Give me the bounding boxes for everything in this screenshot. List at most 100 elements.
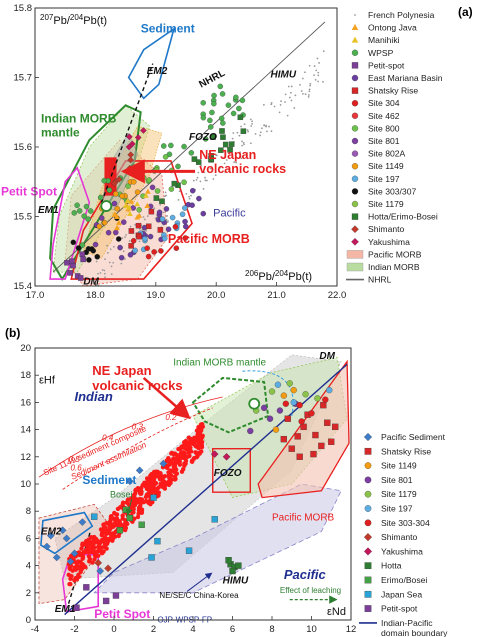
data-point bbox=[304, 93, 307, 96]
legend-label: French Polynesia bbox=[368, 10, 435, 20]
data-point bbox=[272, 426, 280, 433]
data-point bbox=[222, 141, 229, 148]
data-point bbox=[142, 236, 148, 242]
data-point bbox=[111, 211, 118, 218]
legend-label: Site 801 bbox=[368, 136, 400, 146]
data-point bbox=[136, 233, 142, 240]
legend-marker bbox=[351, 100, 359, 107]
ne-japan-point bbox=[117, 505, 123, 510]
data-point bbox=[96, 284, 98, 286]
data-point bbox=[127, 210, 133, 216]
ne-japan-point bbox=[148, 473, 153, 479]
data-point bbox=[58, 526, 67, 535]
data-point bbox=[119, 193, 125, 199]
y-tick-label: 10 bbox=[20, 479, 31, 490]
data-point bbox=[260, 404, 268, 411]
data-point bbox=[154, 188, 161, 194]
data-point bbox=[128, 243, 134, 249]
data-point bbox=[115, 236, 122, 242]
data-point bbox=[314, 78, 317, 81]
legend-marker bbox=[364, 576, 372, 584]
ne-japan-point bbox=[189, 449, 194, 454]
data-point bbox=[228, 152, 231, 155]
ne-japan-point bbox=[104, 521, 109, 526]
ne-japan-point bbox=[197, 439, 202, 444]
annotation-dm: DM bbox=[83, 277, 99, 288]
ne-japan-point bbox=[120, 500, 126, 505]
data-point bbox=[239, 155, 242, 158]
data-point bbox=[270, 130, 273, 133]
data-point bbox=[300, 423, 307, 431]
legend-label: Shimanto bbox=[368, 224, 405, 234]
ne-japan-point bbox=[174, 471, 180, 476]
data-point bbox=[151, 249, 157, 255]
data-point bbox=[206, 179, 208, 182]
legend-label: domain boundary bbox=[381, 628, 448, 637]
data-point bbox=[77, 275, 84, 281]
ne-japan-point bbox=[143, 494, 149, 500]
data-point bbox=[182, 205, 188, 211]
data-point bbox=[192, 179, 195, 182]
data-point bbox=[126, 133, 133, 141]
annotation-ne-japan: volcanic rocks bbox=[92, 378, 182, 393]
data-point bbox=[259, 131, 262, 134]
data-point bbox=[273, 105, 276, 108]
data-point bbox=[204, 179, 207, 182]
ne-japan-point bbox=[169, 477, 175, 482]
data-point bbox=[134, 201, 141, 207]
ne-japan-point bbox=[114, 512, 120, 517]
data-point bbox=[217, 83, 224, 90]
data-point bbox=[243, 123, 246, 126]
data-point bbox=[268, 125, 270, 128]
data-point bbox=[146, 177, 152, 183]
ne-japan-point bbox=[158, 481, 163, 486]
data-point bbox=[109, 248, 112, 251]
data-point bbox=[139, 228, 141, 230]
panel-a-legend: French Polynesia Ontong Java Manihiki WPSP P… bbox=[346, 10, 443, 285]
ne-japan-point bbox=[87, 556, 93, 562]
data-point bbox=[134, 214, 141, 220]
legend-marker bbox=[351, 213, 359, 220]
data-point bbox=[328, 438, 335, 445]
data-point bbox=[127, 251, 134, 258]
data-point bbox=[237, 114, 244, 121]
x-tick-label: 4 bbox=[190, 624, 195, 635]
ne-japan-point bbox=[88, 540, 94, 545]
ne-japan-point bbox=[115, 523, 121, 528]
data-point bbox=[138, 240, 141, 243]
data-point bbox=[178, 190, 181, 193]
data-point bbox=[143, 192, 149, 198]
annotation-em1: EM1 bbox=[38, 205, 59, 216]
legend-label: Indian-Pacific bbox=[381, 618, 433, 628]
y-tick-label: 15.6 bbox=[14, 142, 33, 153]
data-point bbox=[296, 401, 303, 409]
legend-marker bbox=[364, 462, 372, 469]
annotation-himu: HIMU bbox=[223, 575, 249, 586]
data-point bbox=[130, 179, 137, 185]
data-point bbox=[203, 171, 206, 174]
data-point bbox=[317, 74, 320, 77]
data-point bbox=[225, 557, 232, 564]
data-point bbox=[227, 147, 233, 153]
ne-japan-point bbox=[184, 454, 190, 460]
data-point bbox=[66, 557, 75, 566]
data-point bbox=[159, 198, 165, 204]
legend-label: Petit-spot bbox=[368, 60, 405, 70]
legend-label: Erimo/Bosei bbox=[381, 575, 427, 585]
ne-japan-point bbox=[138, 486, 143, 492]
ne-japan-point bbox=[134, 500, 139, 506]
data-point bbox=[235, 161, 238, 164]
ne-japan-point bbox=[128, 496, 134, 501]
data-point bbox=[265, 124, 268, 127]
data-point bbox=[301, 92, 304, 95]
data-point bbox=[279, 104, 282, 106]
nhrl-line bbox=[52, 21, 326, 273]
data-point bbox=[284, 101, 286, 103]
data-point bbox=[238, 134, 241, 137]
data-point bbox=[219, 128, 225, 134]
ne-japan-point bbox=[90, 560, 95, 565]
data-point bbox=[290, 399, 297, 406]
data-point bbox=[97, 194, 104, 201]
ne-japan-point bbox=[136, 511, 141, 516]
